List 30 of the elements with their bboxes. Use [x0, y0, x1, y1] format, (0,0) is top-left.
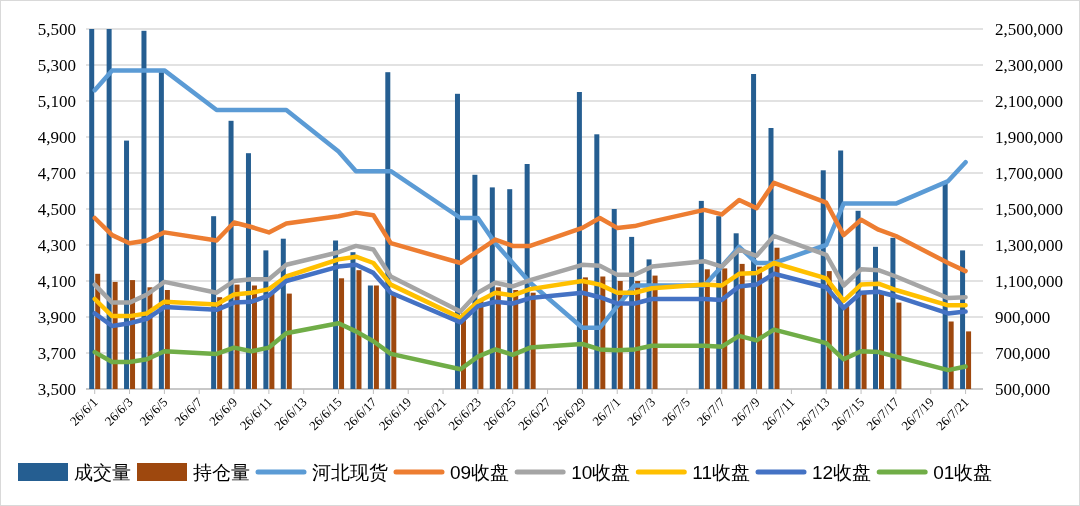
y-tick-label: 5,500	[37, 20, 76, 39]
y-tick-label: 3,700	[37, 344, 76, 363]
y2-tick-label: 1,300,000	[995, 236, 1063, 255]
y-tick-label: 3,500	[37, 380, 76, 399]
y2-tick-label: 2,500,000	[995, 20, 1063, 39]
y-tick-label: 4,500	[37, 200, 76, 219]
legend-label: 河北现货	[312, 462, 388, 483]
y2-tick-label: 2,100,000	[995, 92, 1063, 111]
y-tick-label: 4,100	[37, 272, 76, 291]
legend-label: 12收盘	[812, 462, 872, 483]
y2-tick-label: 700,000	[995, 344, 1051, 363]
y-tick-label: 3,900	[37, 308, 76, 327]
y2-tick-label: 900,000	[995, 308, 1051, 327]
y2-tick-label: 1,900,000	[995, 128, 1063, 147]
y2-tick-label: 2,300,000	[995, 56, 1063, 75]
legend-label: 10收盘	[571, 462, 631, 483]
y-tick-label: 4,700	[37, 164, 76, 183]
y-tick-label: 5,100	[37, 92, 76, 111]
legend-label: 11收盘	[692, 462, 751, 483]
y-tick-label: 5,300	[37, 56, 76, 75]
y-tick-label: 4,900	[37, 128, 76, 147]
y2-tick-label: 1,500,000	[995, 200, 1063, 219]
y2-tick-label: 1,100,000	[995, 272, 1063, 291]
legend-label: 09收盘	[450, 462, 510, 483]
y-tick-label: 4,300	[37, 236, 76, 255]
legend-label: 持仓量	[193, 462, 250, 483]
legend-label: 成交量	[74, 462, 131, 483]
legend-label: 01收盘	[933, 462, 993, 483]
y2-tick-label: 500,000	[995, 380, 1051, 399]
y2-tick-label: 1,700,000	[995, 164, 1063, 183]
